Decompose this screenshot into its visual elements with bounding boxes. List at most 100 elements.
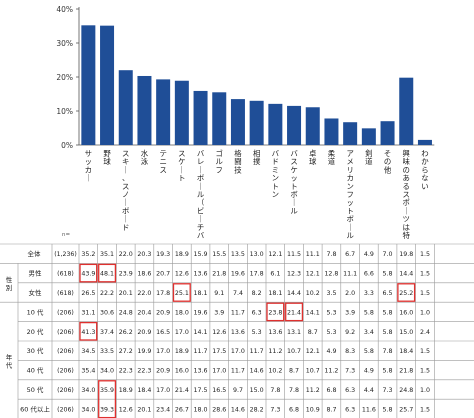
table-cell: 10.9: [306, 406, 320, 413]
table-cell: 22.2: [100, 290, 114, 297]
table-cell: 11.1: [343, 271, 357, 278]
table-cell: 3.5: [326, 290, 336, 297]
table-cell: 10.2: [268, 368, 282, 375]
table-cell: 7.8: [326, 251, 336, 258]
table-cell: 17.5: [194, 387, 208, 394]
table-cell: 19.9: [137, 348, 151, 355]
row-n: (206): [57, 309, 74, 316]
table-cell: 11.2: [324, 368, 338, 375]
table-cell: 18.0: [175, 309, 189, 316]
table-cell: 17.5: [212, 348, 226, 355]
category-label: 柔道: [328, 149, 336, 166]
table-cell: 13.6: [231, 329, 245, 336]
table-cell: 18.9: [175, 348, 189, 355]
table-cell: 21.4: [287, 309, 301, 316]
table-cell: 33.5: [100, 348, 114, 355]
table-cell: 35.1: [100, 251, 114, 258]
row-label: 20 代: [27, 327, 44, 336]
row-n: (206): [57, 406, 74, 413]
y-tick-label: 10%: [56, 107, 73, 116]
table-cell: 7.8: [383, 348, 393, 355]
table-cell: 22.3: [119, 368, 133, 375]
highlight-box: [79, 321, 98, 341]
bar: [399, 77, 414, 145]
table-cell: 12.6: [119, 406, 133, 413]
table-cell: 28.2: [250, 406, 264, 413]
table-cell: 39.3: [100, 406, 114, 413]
table-cell: 1.0: [420, 309, 430, 316]
table-cell: 19.6: [194, 309, 208, 316]
table-cell: 18.1: [194, 290, 208, 297]
table-cell: 1.5: [420, 271, 430, 278]
category-label: スケ｜ト: [178, 149, 185, 183]
bar: [174, 80, 189, 145]
table-cell: 13.6: [194, 368, 208, 375]
table-cell: 18.1: [268, 290, 282, 297]
table-cell: 7.0: [383, 251, 393, 258]
category-label: バレ｜ボ｜ル（ビ｜チバレ｜含む）: [197, 149, 205, 240]
table-cell: 11.7: [231, 309, 245, 316]
row-n: (618): [57, 290, 74, 297]
table-cell: 5.8: [383, 271, 393, 278]
table-cell: 15.9: [194, 251, 208, 258]
table-cell: 20.4: [137, 309, 151, 316]
table-cell: 5.8: [364, 348, 374, 355]
table-cell: 12.1: [306, 348, 320, 355]
row-n: (618): [57, 271, 74, 278]
table-cell: 13.0: [250, 251, 264, 258]
category-label: 野球: [103, 149, 111, 166]
table-cell: 13.1: [287, 329, 301, 336]
highlight-box: [79, 263, 98, 283]
table-cell: 41.3: [81, 329, 95, 336]
table-cell: 2.4: [420, 329, 430, 336]
table-cell: 13.6: [268, 329, 282, 336]
table-cell: 4.9: [364, 251, 374, 258]
table-cell: 24.8: [399, 387, 413, 394]
table-cell: 7.8: [270, 387, 280, 394]
table-cell: 37.4: [100, 329, 114, 336]
bar: [193, 90, 208, 145]
table-cell: 34.0: [81, 406, 95, 413]
table-cell: 15.0: [399, 329, 413, 336]
table-cell: 1.5: [420, 368, 430, 375]
bar: [81, 25, 96, 145]
table-cell: 8.2: [252, 290, 262, 297]
table-cell: 22.0: [119, 251, 133, 258]
row-n: (206): [57, 329, 74, 336]
category-label: テニス: [159, 149, 166, 174]
n-label: n=: [62, 232, 70, 238]
table-cell: 13.6: [194, 271, 208, 278]
table-cell: 18.9: [175, 251, 189, 258]
table-cell: 20.7: [156, 271, 170, 278]
table-cell: 11.5: [287, 251, 301, 258]
table-cell: 20.9: [156, 309, 170, 316]
row-n: (206): [57, 368, 74, 375]
bar: [118, 70, 133, 145]
table-cell: 21.8: [399, 368, 413, 375]
table-cell: 6.6: [364, 271, 374, 278]
table-cell: 15.0: [250, 387, 264, 394]
table-cell: 30.6: [100, 309, 114, 316]
table-cell: 26.7: [175, 406, 189, 413]
table-cell: 14.6: [250, 368, 264, 375]
table-cell: 6.8: [326, 387, 336, 394]
table-cell: 35.2: [81, 251, 95, 258]
table-cell: 5.3: [326, 329, 336, 336]
table-cell: 12.6: [175, 271, 189, 278]
bar: [380, 121, 395, 145]
row-n: (1,236): [54, 251, 77, 258]
table-cell: 20.9: [156, 368, 170, 375]
category-label: バドミントン: [272, 149, 280, 199]
table-cell: 7.3: [345, 368, 355, 375]
table-cell: 5.3: [326, 309, 336, 316]
category-label: 相撲: [253, 149, 261, 166]
table-cell: 24.8: [119, 309, 133, 316]
table-cell: 20.1: [119, 290, 133, 297]
table-cell: 6.3: [345, 406, 355, 413]
table-cell: 23.9: [119, 271, 133, 278]
table-cell: 4.4: [364, 387, 374, 394]
row-label: 60 代以上: [20, 404, 50, 413]
table-cell: 12.6: [212, 329, 226, 336]
table-cell: 1.5: [420, 348, 430, 355]
